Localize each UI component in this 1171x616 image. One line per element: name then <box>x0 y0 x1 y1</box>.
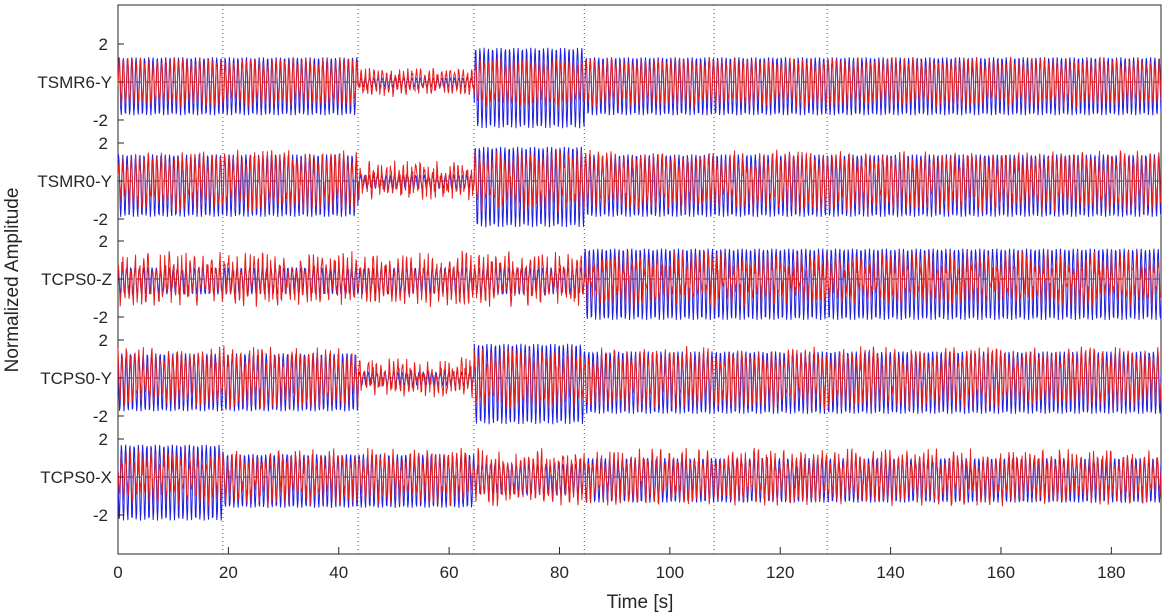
ytick-label-4-1: -2 <box>93 506 108 525</box>
y-axis-title: Normalized Amplitude <box>2 188 23 373</box>
xtick-label-6: 120 <box>766 563 794 582</box>
xtick-label-7: 140 <box>876 563 904 582</box>
ytick-label-2-0: 2 <box>99 232 108 251</box>
ytick-label-0-0: 2 <box>99 35 108 54</box>
series-red-3 <box>117 345 1162 410</box>
y-axis-ticks: 2 -2 2 -2 2 -2 2 -2 2 -2 <box>93 35 124 525</box>
xtick-label-0: 0 <box>113 563 122 582</box>
series-red-2 <box>117 250 1162 308</box>
xtick-label-8: 160 <box>987 563 1015 582</box>
ytick-label-1-1: -2 <box>93 210 108 229</box>
x-axis-title: Time [s] <box>607 592 674 613</box>
series-red-0 <box>117 56 1162 108</box>
channel-label-4: TCPS0-X <box>40 468 112 487</box>
xtick-label-9: 180 <box>1097 563 1125 582</box>
xtick-label-1: 20 <box>219 563 238 582</box>
x-axis-ticks: 0 20 40 60 80 100 120 140 160 180 <box>113 547 1126 582</box>
xtick-label-3: 60 <box>440 563 459 582</box>
ytick-label-4-0: 2 <box>99 430 108 449</box>
channel-label-0: TSMR6-Y <box>37 73 112 92</box>
xtick-label-4: 80 <box>550 563 569 582</box>
channel-label-1: TSMR0-Y <box>37 172 112 191</box>
traces <box>117 47 1162 521</box>
ytick-label-0-1: -2 <box>93 111 108 130</box>
ytick-label-3-1: -2 <box>93 407 108 426</box>
series-red-1 <box>117 149 1162 213</box>
ytick-label-1-0: 2 <box>99 134 108 153</box>
xtick-label-2: 40 <box>329 563 348 582</box>
ytick-label-3-0: 2 <box>99 331 108 350</box>
ytick-label-2-1: -2 <box>93 308 108 327</box>
channel-label-3: TCPS0-Y <box>40 369 112 388</box>
channel-labels: TSMR6-Y TSMR0-Y TCPS0-Z TCPS0-Y TCPS0-X <box>37 73 112 487</box>
series-red-4 <box>117 447 1162 507</box>
channel-label-2: TCPS0-Z <box>41 270 112 289</box>
xtick-label-5: 100 <box>656 563 684 582</box>
